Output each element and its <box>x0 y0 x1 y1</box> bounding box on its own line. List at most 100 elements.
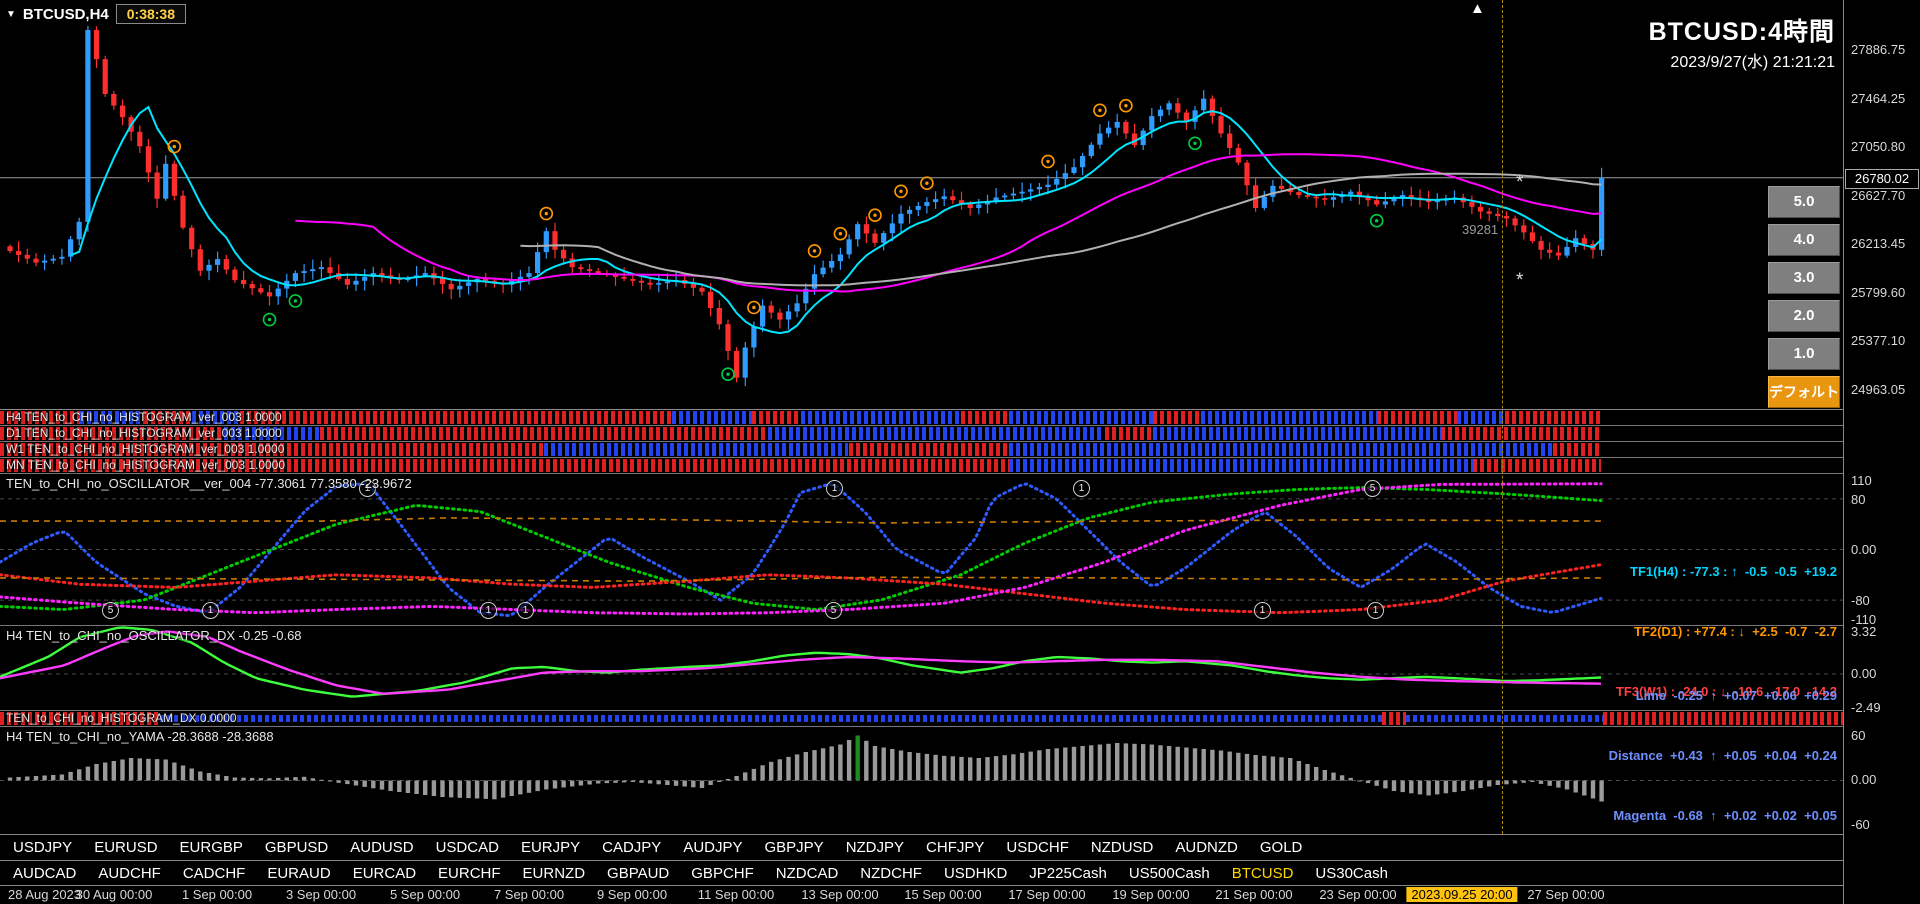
symbol-tab-gbpjpy[interactable]: GBPJPY <box>764 839 824 856</box>
histogram-segment <box>1377 411 1457 424</box>
oscillator-readout: TF1(H4) : -77.3 : ↑ -0.5 -0.5 +19.2 TF2(… <box>1616 522 1837 742</box>
timeline-label: 11 Sep 00:00 <box>697 887 775 902</box>
symbol-tab-nzdjpy[interactable]: NZDJPY <box>845 839 905 856</box>
oscillator-signal-marker: 5 <box>825 602 842 619</box>
yama-axis-label: 60 <box>1851 728 1866 743</box>
histogram-segment <box>320 427 768 440</box>
zoom-button-5[interactable]: 5.0 <box>1768 186 1840 218</box>
symbol-tab-cadchf[interactable]: CADCHF <box>182 864 246 882</box>
zoom-button-2[interactable]: 2.0 <box>1768 300 1840 332</box>
symbol-tab-audjpy[interactable]: AUDJPY <box>683 839 743 856</box>
osc-axis-label: 80 <box>1851 492 1866 507</box>
symbol-tab-eurgbp[interactable]: EURGBP <box>179 839 243 856</box>
main-chart-panel[interactable]: ▼ BTCUSD,H4 0:38:38 BTCUSD:4時間 2023/9/27… <box>0 0 1843 410</box>
symbol-tab-gold[interactable]: GOLD <box>1259 839 1303 856</box>
symbol-tab-audusd[interactable]: AUDUSD <box>350 839 414 856</box>
histogram-bars <box>0 711 1843 726</box>
symbol-tab-euraud[interactable]: EURAUD <box>267 864 331 882</box>
symbol-tab-usdchf[interactable]: USDCHF <box>1006 839 1069 856</box>
symbol-tab-eurusd[interactable]: EURUSD <box>94 839 158 856</box>
order-marker: * <box>1516 172 1524 193</box>
dx-axis-label: 3.32 <box>1851 624 1877 639</box>
oscillator-chart[interactable] <box>0 474 1843 624</box>
symbol-tab-usdcad[interactable]: USDCAD <box>435 839 499 856</box>
histogram-segment <box>1009 443 1553 456</box>
histogram-dx-panel[interactable]: TEN_to_CHI_no_HISTOGRAM_DX 0.0000 <box>0 711 1843 727</box>
zoom-button-1[interactable]: 1.0 <box>1768 338 1840 370</box>
histogram-segment <box>1505 411 1601 424</box>
histogram-segment <box>160 715 1382 722</box>
indicator-label: H4 TEN_to_CHI_no_OSCILLATOR_DX -0.25 -0.… <box>6 628 302 643</box>
time-axis[interactable]: 28 Aug 2023 30 Aug 00:00 1 Sep 00:00 3 Sep … <box>0 886 1843 904</box>
zoom-button-3[interactable]: 3.0 <box>1768 262 1840 294</box>
histogram-segment <box>240 411 672 424</box>
yama-panel[interactable]: H4 TEN_to_CHI_no_YAMA -28.3688 -28.3688 <box>0 727 1843 835</box>
oscillator-signal-marker: 1 <box>359 480 376 497</box>
histogram-segment <box>1153 411 1201 424</box>
histogram-bars <box>0 458 1843 473</box>
symbol-tab-nzdcad[interactable]: NZDCAD <box>775 864 839 882</box>
symbol-tab-eurjpy[interactable]: EURJPY <box>520 839 581 856</box>
symbol-tab-usdjpy[interactable]: USDJPY <box>13 839 73 856</box>
oscillator-dx-panel[interactable]: H4 TEN_to_CHI_no_OSCILLATOR_DX -0.25 -0.… <box>0 626 1843 823</box>
symbol-tab-chfjpy[interactable]: CHFJPY <box>926 839 985 856</box>
symbol-tab-gbpusd[interactable]: GBPUSD <box>264 839 329 856</box>
osc-axis-label: 110 <box>1851 473 1872 488</box>
candlestick-chart[interactable] <box>0 0 1843 409</box>
symbol-tab-audnzd[interactable]: AUDNZD <box>1175 839 1238 856</box>
oscillator-dx-chart[interactable] <box>0 626 1843 710</box>
timeline-label: 1 Sep 00:00 <box>181 887 253 902</box>
period-separator-line <box>1502 0 1503 834</box>
symbol-tab-eurnzd[interactable]: EURNZD <box>522 864 586 882</box>
page-title: BTCUSD:4時間 <box>1648 18 1835 46</box>
indicator-label: MN TEN_to_CHI_no_HISTOGRAM_ver_003 1.000… <box>6 458 286 472</box>
symbol-dropdown[interactable]: ▼ BTCUSD,H4 0:38:38 <box>6 4 187 24</box>
timeline-label: 27 Sep 00:00 <box>1527 887 1605 902</box>
symbol-tab-audchf[interactable]: AUDCHF <box>98 864 161 882</box>
histogram-row-w1[interactable]: W1 TEN_to_CHI_no_HISTOGRAM_ver_003 1.000… <box>0 442 1843 458</box>
indicator-label: TEN_to_CHI_no_HISTOGRAM_DX 0.0000 <box>6 711 237 725</box>
histogram-segment <box>544 443 848 456</box>
osc-axis-label: 0.00 <box>1851 542 1877 557</box>
histogram-segment <box>1105 427 1153 440</box>
symbol-tab-us500cash[interactable]: US500Cash <box>1128 864 1210 882</box>
symbol-tab-eurcad[interactable]: EURCAD <box>352 864 417 882</box>
price-axis[interactable]: 27886.75 27464.25 27050.80 26627.70 2621… <box>1843 0 1920 904</box>
symbol-tab-eurchf[interactable]: EURCHF <box>438 864 501 882</box>
symbol-tab-nzdchf[interactable]: NZDCHF <box>860 864 922 882</box>
histogram-segment <box>961 411 1009 424</box>
dx-readout: Lime -0.25 ↑ +0.07 +0.06 +0.29 Distance … <box>1609 646 1837 866</box>
symbol-tab-btcusd[interactable]: BTCUSD <box>1231 864 1294 882</box>
yama-chart[interactable] <box>0 727 1843 834</box>
symbol-tab-nzdusd[interactable]: NZDUSD <box>1090 839 1154 856</box>
zoom-button-4[interactable]: 4.0 <box>1768 224 1840 256</box>
lime-readout: Lime -0.25 ↑ +0.07 +0.06 +0.29 <box>1635 688 1837 703</box>
histogram-bars <box>0 426 1843 441</box>
magenta-readout: Magenta -0.68 ↑ +0.02 +0.02 +0.05 <box>1613 808 1837 823</box>
symbol-tab-gbpaud[interactable]: GBPAUD <box>607 864 670 882</box>
histogram-row-d1[interactable]: D1 TEN_to_CHI_no_HISTOGRAM_ver_003 1.000… <box>0 426 1843 442</box>
candle-countdown-timer: 0:38:38 <box>115 4 187 24</box>
cursor-arrow-icon: ▲ <box>1470 0 1485 17</box>
indicator-label: TEN_to_CHI_no_OSCILLATOR__ver_004 -77.30… <box>6 476 412 491</box>
histogram-row-h4[interactable]: H4 TEN_to_CHI_no_HISTOGRAM_ver_003 1.000… <box>0 410 1843 426</box>
oscillator-signal-marker: 1 <box>517 602 534 619</box>
symbol-tab-us30cash[interactable]: US30Cash <box>1315 864 1388 882</box>
price-axis-label: 24963.05 <box>1851 382 1906 397</box>
symbol-tab-gbpchf[interactable]: GBPCHF <box>691 864 754 882</box>
symbol-tab-jp225cash[interactable]: JP225Cash <box>1029 864 1107 882</box>
symbol-tab-cadjpy[interactable]: CADJPY <box>602 839 662 856</box>
default-button[interactable]: デフォルト <box>1768 376 1840 408</box>
histogram-bars <box>0 442 1843 457</box>
histogram-row-mn[interactable]: MN TEN_to_CHI_no_HISTOGRAM_ver_003 1.000… <box>0 458 1843 474</box>
histogram-segment <box>0 459 1009 472</box>
symbol-tab-usdhkd[interactable]: USDHKD <box>943 864 1008 882</box>
histogram-segment <box>144 411 192 424</box>
histogram-segment <box>849 443 1009 456</box>
symbol-tab-audcad[interactable]: AUDCAD <box>13 864 77 882</box>
histogram-segment <box>80 411 144 424</box>
histogram-segment <box>801 411 961 424</box>
oscillator-panel[interactable]: 5 1 1 1 1 5 1 1 1 5 1 TEN_to_CHI_no_OSCILLATOR__ve… <box>0 474 1843 699</box>
histogram-bars <box>0 410 1843 425</box>
symbol-tabs-row-2: AUDCAD AUDCHF CADCHF EURAUD EURCAD EURCHF EURN… <box>0 861 1845 886</box>
